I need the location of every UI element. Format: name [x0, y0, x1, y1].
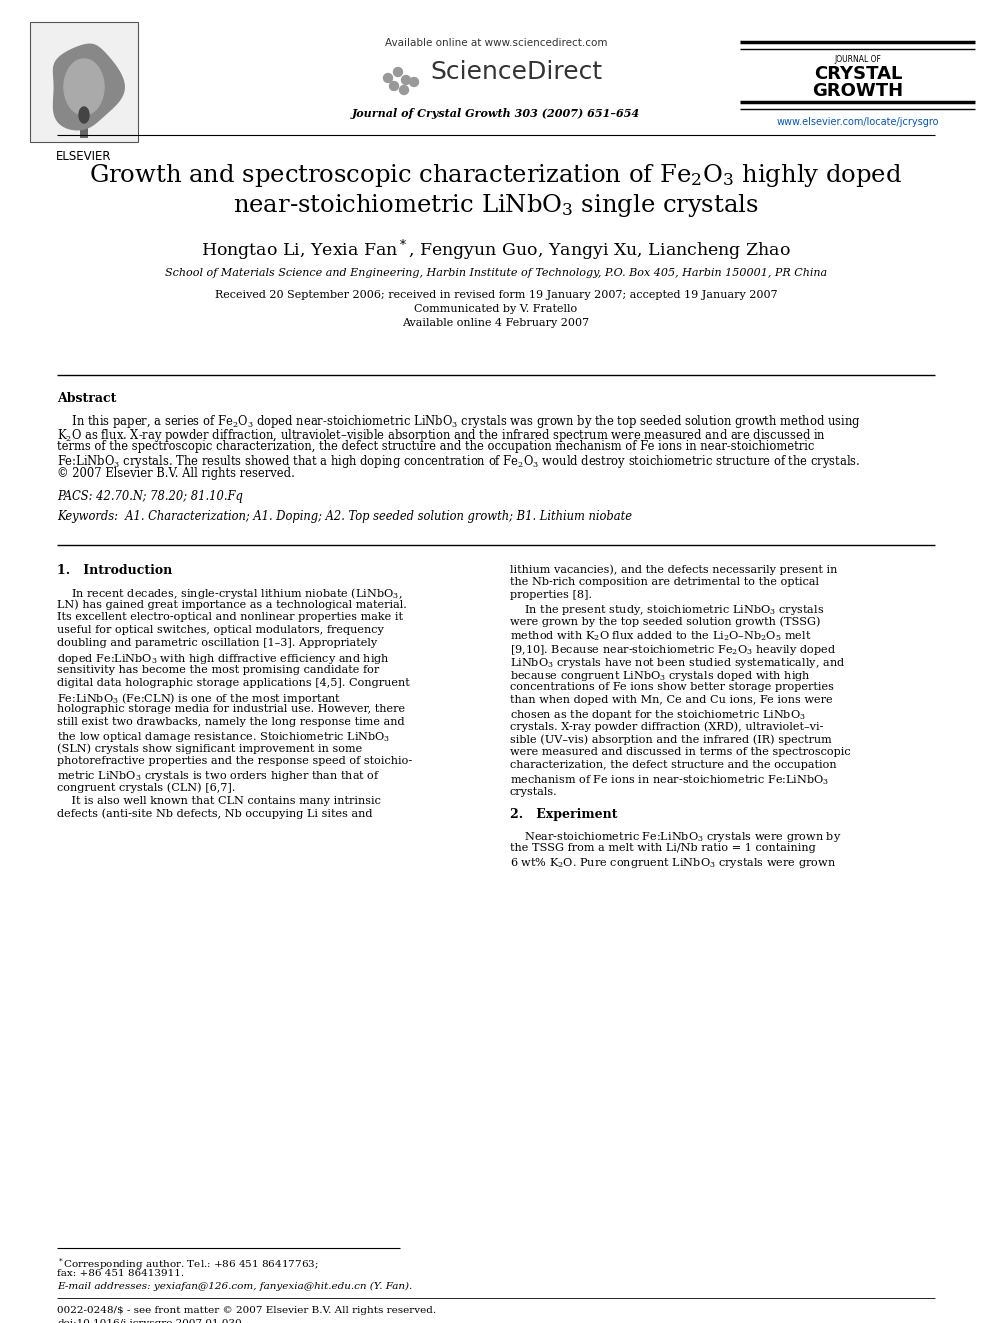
- Text: Abstract: Abstract: [57, 392, 116, 405]
- Circle shape: [402, 75, 411, 85]
- Text: In recent decades, single-crystal lithium niobate (LiNbO$_3$,: In recent decades, single-crystal lithiu…: [57, 586, 403, 601]
- Text: defects (anti-site Nb defects, Nb occupying Li sites and: defects (anti-site Nb defects, Nb occupy…: [57, 808, 373, 819]
- Text: Hongtao Li, Yexia Fan$^*$, Fengyun Guo, Yangyi Xu, Liancheng Zhao: Hongtao Li, Yexia Fan$^*$, Fengyun Guo, …: [201, 238, 791, 263]
- Text: concentrations of Fe ions show better storage properties: concentrations of Fe ions show better st…: [510, 681, 834, 692]
- Text: (SLN) crystals show significant improvement in some: (SLN) crystals show significant improvem…: [57, 744, 362, 754]
- Text: near-stoichiometric LiNbO$_3$ single crystals: near-stoichiometric LiNbO$_3$ single cry…: [233, 192, 759, 220]
- Text: © 2007 Elsevier B.V. All rights reserved.: © 2007 Elsevier B.V. All rights reserved…: [57, 467, 295, 480]
- Text: doi:10.1016/j.jcrysgro.2007.01.030: doi:10.1016/j.jcrysgro.2007.01.030: [57, 1319, 242, 1323]
- Text: metric LiNbO$_3$ crystals is two orders higher than that of: metric LiNbO$_3$ crystals is two orders …: [57, 770, 381, 783]
- Text: Journal of Crystal Growth 303 (2007) 651–654: Journal of Crystal Growth 303 (2007) 651…: [352, 108, 640, 119]
- Text: doped Fe:LiNbO$_3$ with high diffractive efficiency and high: doped Fe:LiNbO$_3$ with high diffractive…: [57, 651, 390, 665]
- Text: were measured and discussed in terms of the spectroscopic: were measured and discussed in terms of …: [510, 747, 850, 757]
- Text: doubling and parametric oscillation [1–3]. Appropriately: doubling and parametric oscillation [1–3…: [57, 639, 377, 648]
- Text: were grown by the top seeded solution growth (TSSG): were grown by the top seeded solution gr…: [510, 617, 820, 627]
- Text: characterization, the defect structure and the occupation: characterization, the defect structure a…: [510, 761, 836, 770]
- Circle shape: [384, 74, 393, 82]
- Text: crystals.: crystals.: [510, 787, 558, 796]
- Text: LiNbO$_3$ crystals have not been studied systematically, and: LiNbO$_3$ crystals have not been studied…: [510, 656, 845, 669]
- Text: Growth and spectroscopic characterization of Fe$_2$O$_3$ highly doped: Growth and spectroscopic characterizatio…: [89, 161, 903, 189]
- Text: Available online 4 February 2007: Available online 4 February 2007: [403, 318, 589, 328]
- Text: 0022-0248/$ - see front matter © 2007 Elsevier B.V. All rights reserved.: 0022-0248/$ - see front matter © 2007 El…: [57, 1306, 436, 1315]
- Text: sible (UV–vis) absorption and the infrared (IR) spectrum: sible (UV–vis) absorption and the infrar…: [510, 734, 831, 745]
- Text: Available online at www.sciencedirect.com: Available online at www.sciencedirect.co…: [385, 38, 607, 48]
- Text: [9,10]. Because near-stoichiometric Fe$_2$O$_3$ heavily doped: [9,10]. Because near-stoichiometric Fe$_…: [510, 643, 836, 656]
- Bar: [80, 120, 88, 138]
- Text: because congruent LiNbO$_3$ crystals doped with high: because congruent LiNbO$_3$ crystals dop…: [510, 669, 810, 683]
- Text: In this paper, a series of Fe$_2$O$_3$ doped near-stoichiometric LiNbO$_3$ cryst: In this paper, a series of Fe$_2$O$_3$ d…: [57, 413, 861, 430]
- Text: Received 20 September 2006; received in revised form 19 January 2007; accepted 1: Received 20 September 2006; received in …: [214, 290, 778, 300]
- Text: Near-stoichiometric Fe:LiNbO$_3$ crystals were grown by: Near-stoichiometric Fe:LiNbO$_3$ crystal…: [510, 830, 841, 844]
- Text: the TSSG from a melt with Li/Nb ratio = 1 containing: the TSSG from a melt with Li/Nb ratio = …: [510, 843, 815, 853]
- Text: School of Materials Science and Engineering, Harbin Institute of Technology, P.O: School of Materials Science and Engineer…: [165, 269, 827, 278]
- Text: properties [8].: properties [8].: [510, 590, 592, 601]
- Text: It is also well known that CLN contains many intrinsic: It is also well known that CLN contains …: [57, 795, 381, 806]
- Text: mechanism of Fe ions in near-stoichiometric Fe:LiNbO$_3$: mechanism of Fe ions in near-stoichiomet…: [510, 774, 829, 787]
- Text: than when doped with Mn, Ce and Cu ions, Fe ions were: than when doped with Mn, Ce and Cu ions,…: [510, 695, 832, 705]
- Text: www.elsevier.com/locate/jcrysgro: www.elsevier.com/locate/jcrysgro: [777, 116, 939, 127]
- Polygon shape: [54, 44, 124, 130]
- Bar: [30, 22, 138, 142]
- Text: GROWTH: GROWTH: [812, 82, 904, 101]
- Circle shape: [410, 78, 419, 86]
- Text: Fe:LiNbO$_3$ (Fe:CLN) is one of the most important: Fe:LiNbO$_3$ (Fe:CLN) is one of the most…: [57, 691, 341, 705]
- Text: holographic storage media for industrial use. However, there: holographic storage media for industrial…: [57, 704, 405, 714]
- Text: congruent crystals (CLN) [6,7].: congruent crystals (CLN) [6,7].: [57, 782, 235, 792]
- Text: JOURNAL OF: JOURNAL OF: [834, 56, 882, 64]
- Text: Fe:LiNbO$_3$ crystals. The results showed that a high doping concentration of Fe: Fe:LiNbO$_3$ crystals. The results showe…: [57, 454, 860, 471]
- Circle shape: [390, 82, 399, 90]
- Text: CRYSTAL: CRYSTAL: [813, 65, 902, 83]
- Text: method with K$_2$O flux added to the Li$_2$O–Nb$_2$O$_5$ melt: method with K$_2$O flux added to the Li$…: [510, 630, 811, 643]
- Text: 6 wt% K$_2$O. Pure congruent LiNbO$_3$ crystals were grown: 6 wt% K$_2$O. Pure congruent LiNbO$_3$ c…: [510, 856, 836, 871]
- Text: In the present study, stoichiometric LiNbO$_3$ crystals: In the present study, stoichiometric LiN…: [510, 603, 824, 618]
- Text: 1.   Introduction: 1. Introduction: [57, 564, 173, 577]
- Text: ELSEVIER: ELSEVIER: [57, 149, 112, 163]
- Text: PACS: 42.70.N; 78.20; 81.10.Fq: PACS: 42.70.N; 78.20; 81.10.Fq: [57, 490, 243, 503]
- Text: Its excellent electro-optical and nonlinear properties make it: Its excellent electro-optical and nonlin…: [57, 613, 403, 622]
- Text: the Nb-rich composition are detrimental to the optical: the Nb-rich composition are detrimental …: [510, 577, 819, 587]
- Text: the low optical damage resistance. Stoichiometric LiNbO$_3$: the low optical damage resistance. Stoic…: [57, 730, 391, 744]
- Circle shape: [400, 86, 409, 94]
- Text: photorefractive properties and the response speed of stoichio-: photorefractive properties and the respo…: [57, 757, 412, 766]
- Text: useful for optical switches, optical modulators, frequency: useful for optical switches, optical mod…: [57, 626, 384, 635]
- Text: LN) has gained great importance as a technological material.: LN) has gained great importance as a tec…: [57, 599, 407, 610]
- Text: lithium vacancies), and the defects necessarily present in: lithium vacancies), and the defects nece…: [510, 564, 837, 574]
- Text: K$_2$O as flux. X-ray powder diffraction, ultraviolet–visible absorption and the: K$_2$O as flux. X-ray powder diffraction…: [57, 426, 826, 443]
- Polygon shape: [79, 107, 89, 123]
- Text: 2.   Experiment: 2. Experiment: [510, 808, 617, 820]
- Text: E-mail addresses: yexiafan@126.com, fanyexia@hit.edu.cn (Y. Fan).: E-mail addresses: yexiafan@126.com, fany…: [57, 1282, 413, 1291]
- Text: ScienceDirect: ScienceDirect: [430, 60, 602, 83]
- Text: crystals. X-ray powder diffraction (XRD), ultraviolet–vi-: crystals. X-ray powder diffraction (XRD)…: [510, 721, 823, 732]
- Text: $^*$Corresponding author. Tel.: +86 451 86417763;: $^*$Corresponding author. Tel.: +86 451 …: [57, 1256, 318, 1273]
- Text: sensitivity has become the most promising candidate for: sensitivity has become the most promisin…: [57, 664, 379, 675]
- Text: digital data holographic storage applications [4,5]. Congruent: digital data holographic storage applica…: [57, 677, 410, 688]
- Text: terms of the spectroscopic characterization, the defect structure and the occupa: terms of the spectroscopic characterizat…: [57, 441, 814, 452]
- Text: Keywords:  A1. Characterization; A1. Doping; A2. Top seeded solution growth; B1.: Keywords: A1. Characterization; A1. Dopi…: [57, 509, 632, 523]
- Text: chosen as the dopant for the stoichiometric LiNbO$_3$: chosen as the dopant for the stoichiomet…: [510, 708, 806, 722]
- Text: fax: +86 451 86413911.: fax: +86 451 86413911.: [57, 1269, 185, 1278]
- Text: still exist two drawbacks, namely the long response time and: still exist two drawbacks, namely the lo…: [57, 717, 405, 728]
- Polygon shape: [64, 60, 104, 115]
- Text: Communicated by V. Fratello: Communicated by V. Fratello: [415, 304, 577, 314]
- Circle shape: [394, 67, 403, 77]
